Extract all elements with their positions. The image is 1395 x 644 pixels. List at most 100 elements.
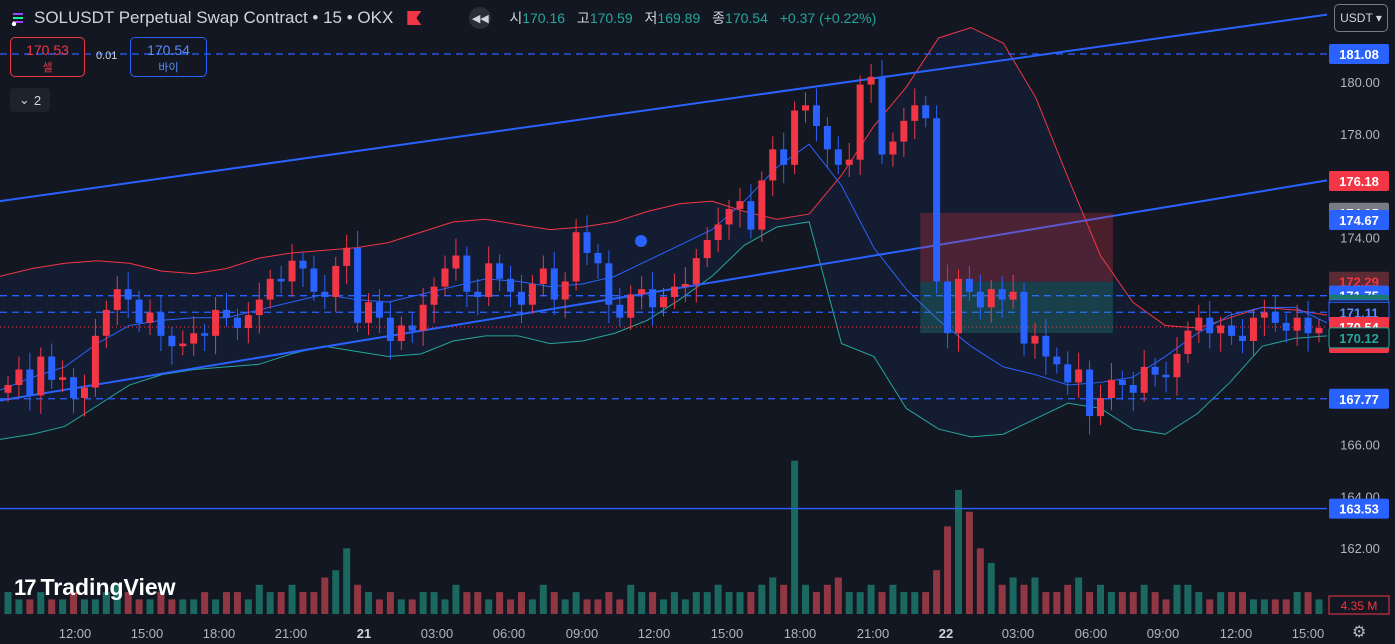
volume-bar (987, 562, 995, 614)
volume-bar (26, 599, 34, 614)
candle-body (386, 317, 394, 341)
volume-bar (911, 592, 919, 614)
volume-bar (179, 599, 187, 614)
volume-bar (430, 592, 438, 614)
flag-icon[interactable] (407, 11, 422, 25)
candle-body (725, 208, 733, 225)
candle-body (255, 299, 263, 316)
volume-bar (867, 584, 875, 614)
time-tick-label: 03:00 (421, 626, 454, 641)
volume-label-box (1328, 595, 1390, 615)
rewind-icon[interactable]: ◀◀ (469, 7, 492, 29)
volume-bar (1118, 592, 1126, 614)
volume-bar (1184, 584, 1192, 614)
volume-bar (692, 592, 700, 614)
ohlc-close-value: 170.54 (725, 10, 768, 26)
trendline (0, 13, 1328, 203)
chevron-down-icon: ▾ (1375, 11, 1382, 25)
volume-bar (507, 599, 515, 614)
candle-body (933, 118, 941, 282)
volume-bar (397, 599, 405, 614)
candle-body (1151, 366, 1159, 375)
volume-bar (681, 599, 689, 614)
candle-body (802, 105, 810, 111)
volume-bar (1107, 592, 1115, 614)
candle-body (1282, 322, 1290, 331)
candle-body (583, 232, 591, 253)
candle-body (397, 325, 405, 341)
candle-body (1097, 397, 1104, 417)
candle-body (528, 284, 536, 305)
volume-bar (1020, 584, 1028, 614)
candle-body (15, 369, 23, 386)
candle-body (1217, 325, 1225, 334)
volume-bar (812, 592, 820, 614)
price-label: 170.12 (1339, 331, 1379, 346)
sell-button[interactable]: 170.53 셀 (10, 37, 85, 77)
gear-icon[interactable]: ⚙ (1352, 624, 1367, 641)
bollinger-band-fill (0, 27, 1327, 440)
indicators-count: 2 (33, 92, 42, 108)
time-tick-label: 09:00 (1147, 626, 1180, 641)
volume-bar (288, 584, 296, 614)
volume-bar (1239, 592, 1247, 614)
candle-body (889, 141, 897, 155)
volume-bar (1064, 584, 1072, 614)
position-target-zone (920, 281, 1113, 333)
volume-bar (452, 584, 460, 614)
volume-bar (1206, 599, 1214, 614)
candle-body (1304, 317, 1312, 334)
volume-bar (135, 599, 143, 614)
volume-bar (594, 599, 602, 614)
candle-body (146, 312, 154, 323)
time-tick-label: 15:00 (1292, 626, 1325, 641)
ohlc-close-label: 종 (712, 10, 726, 26)
candle-body (485, 263, 493, 297)
volume-bar (954, 489, 962, 614)
candle-body (1107, 379, 1115, 398)
ohlc-open-label: 시 (509, 10, 523, 26)
volume-bar (496, 592, 504, 614)
currency-select[interactable]: USDT ▾ (1334, 4, 1388, 32)
candle-body (1239, 335, 1247, 341)
bollinger-basis-line (0, 143, 1328, 391)
volume-bar (834, 577, 842, 614)
candle-body (1020, 291, 1028, 344)
candle-body (507, 278, 515, 292)
volume-bar (375, 599, 383, 614)
candle-body (1140, 366, 1148, 393)
volume-bar (408, 599, 416, 614)
candle-body (124, 289, 132, 300)
time-tick-label: 15:00 (711, 626, 744, 641)
sell-label: 셀 (42, 62, 53, 74)
candle-body (26, 369, 34, 396)
symbol-title[interactable]: SOLUSDT Perpetual Swap Contract • 15 • O… (34, 8, 394, 27)
candle-body (244, 315, 252, 329)
volume-bar (321, 577, 329, 614)
candle-body (1053, 356, 1061, 365)
candle-body (1173, 353, 1181, 378)
time-tick-label: 21:00 (857, 626, 890, 641)
sell-price: 170.53 (26, 42, 69, 58)
time-tick-label: 21:00 (275, 626, 308, 641)
volume-bar (660, 599, 667, 614)
indicators-toggle-button[interactable]: ⌄ 2 (10, 88, 50, 112)
candle-body (1271, 312, 1279, 323)
price-tick-label: 180.00 (1340, 75, 1380, 90)
candle-body (223, 309, 230, 318)
volume-bar (1009, 577, 1017, 614)
volume-bar (561, 599, 569, 614)
buy-price: 170.54 (147, 42, 190, 58)
currency-label: USDT (1340, 11, 1373, 25)
candle-body (430, 286, 438, 305)
candle-body (375, 302, 383, 318)
volume-bar (1173, 584, 1181, 614)
candle-body (692, 258, 700, 285)
candle-body (670, 286, 678, 297)
volume-bar (1271, 599, 1279, 614)
volume-bar (419, 592, 427, 614)
buy-button[interactable]: 170.54 바이 (130, 37, 207, 77)
price-tick-label: 162.00 (1340, 541, 1380, 556)
candle-body (310, 268, 318, 292)
